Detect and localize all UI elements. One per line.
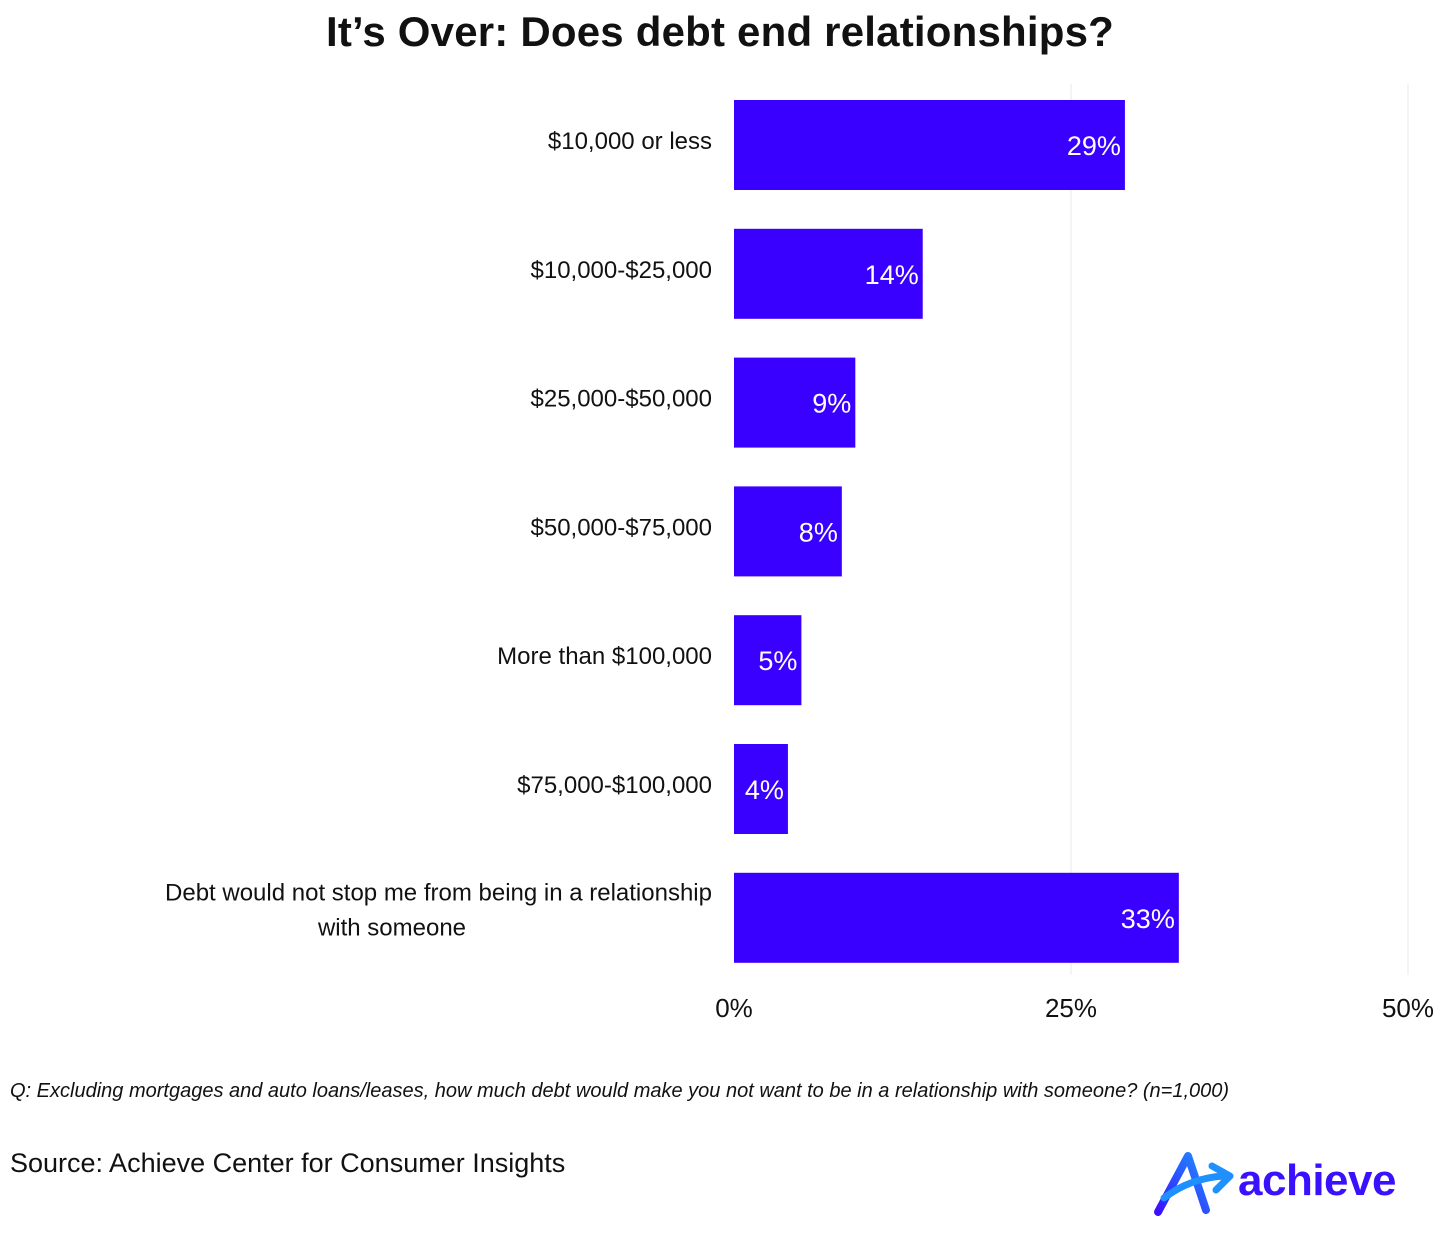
bar-value-label: 5% <box>758 646 797 676</box>
bar-value-label: 29% <box>1067 131 1121 161</box>
bar <box>734 872 1179 963</box>
category-label: More than $100,000 <box>497 643 712 670</box>
bar <box>734 615 802 706</box>
x-tick-label: 0% <box>715 993 753 1023</box>
bar-value-label: 4% <box>745 775 784 805</box>
bar-chart: 29%14%9%8%5%4%33% $10,000 or less$10,000… <box>165 84 1434 1023</box>
category-label: $25,000-$50,000 <box>531 386 713 413</box>
achieve-logo: achieve <box>1150 1148 1430 1220</box>
x-axis-ticks: 0% 25% 50% <box>715 993 1434 1023</box>
category-label: $50,000-$75,000 <box>531 514 713 541</box>
gridlines <box>1070 84 1409 975</box>
category-labels: $10,000 or less $10,000-$25,000 $25,000-$5… <box>165 128 712 941</box>
source-note: Source: Achieve Center for Consumer Insi… <box>10 1148 566 1178</box>
category-label: Debt would not stop me from being in a r… <box>165 879 712 906</box>
bars: 29% 14% 9% 8% 5% 4% 33% <box>734 100 1179 963</box>
bar-value-label: 9% <box>812 389 851 419</box>
achieve-logo-mark <box>1154 1152 1234 1216</box>
category-label: $10,000 or less <box>548 128 712 155</box>
bar <box>734 486 842 577</box>
bar <box>734 100 1125 190</box>
bar-value-label: 8% <box>799 517 838 547</box>
bar-value-label: 33% <box>1121 904 1175 934</box>
bar-value-label: 14% <box>865 260 919 290</box>
x-tick-label: 50% <box>1382 993 1434 1023</box>
bar <box>734 744 788 834</box>
x-tick-label: 25% <box>1045 993 1097 1023</box>
bar <box>734 228 923 319</box>
survey-question: Q: Excluding mortgages and auto loans/le… <box>10 1080 1230 1102</box>
category-label: with someone <box>317 914 466 941</box>
category-label: $10,000-$25,000 <box>531 257 713 284</box>
category-label: $75,000-$100,000 <box>517 772 712 799</box>
achieve-logo-text: achieve <box>1238 1156 1396 1205</box>
bar <box>734 357 856 448</box>
chart-title: It’s Over: Does debt end relationships? <box>325 8 1115 55</box>
